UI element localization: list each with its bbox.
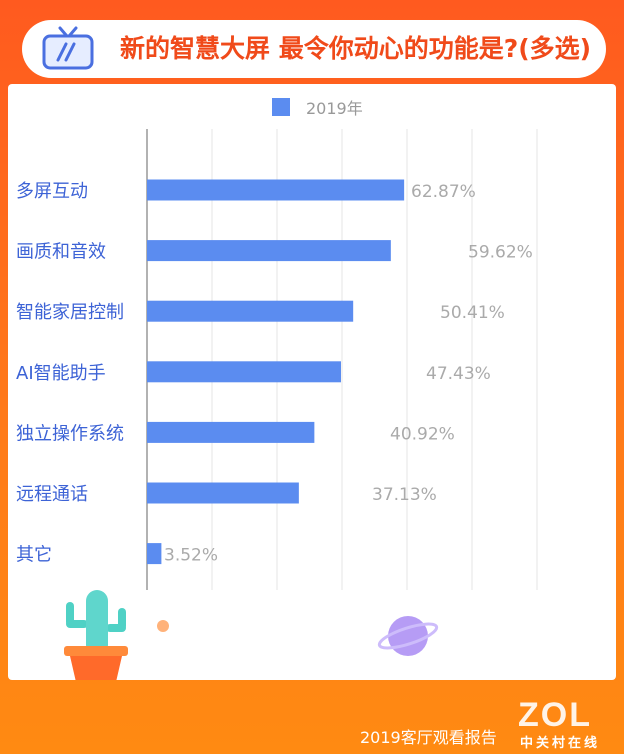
category-label: 画质和音效 [16, 242, 106, 263]
value-label: 62.87% [411, 182, 476, 202]
chart-title: 新的智慧大屏 最令你动心的功能是?(多选) [120, 34, 592, 63]
category-label: 远程通话 [16, 484, 88, 505]
category-label: 多屏互动 [16, 181, 88, 202]
zol-logo-subtitle: 中关村在线 [520, 736, 601, 751]
planet-illustration [377, 616, 439, 656]
cactus-illustration [64, 590, 128, 680]
dot-decoration [157, 620, 169, 632]
category-label: 智能家居控制 [16, 302, 124, 323]
category-label: 独立操作系统 [16, 423, 124, 444]
bar [147, 543, 162, 565]
bar [147, 179, 405, 201]
value-label: 47.43% [426, 364, 491, 384]
zol-logo: ZOL [518, 696, 592, 734]
bar [147, 300, 354, 322]
bar [147, 421, 315, 443]
report-name: 2019客厅观看报告 [360, 728, 497, 747]
zol-logo-text: ZOL [518, 696, 592, 734]
bar [147, 482, 299, 504]
bar [147, 240, 391, 262]
value-label: 50.41% [440, 303, 505, 323]
legend-label: 2019年 [306, 99, 363, 118]
bar-chart: 多屏互动 62.87% 画质和音效 59.62% 智能家居控制 50.41% AI智能助手 4… [16, 98, 538, 680]
title-banner: 新的智慧大屏 最令你动心的功能是?(多选) [22, 20, 606, 78]
bar [147, 361, 341, 383]
value-label: 40.92% [390, 424, 455, 444]
chart-card: 多屏互动 62.87% 画质和音效 59.62% 智能家居控制 50.41% AI智能助手 4… [8, 84, 616, 680]
value-label: 37.13% [372, 485, 437, 505]
legend-swatch [272, 98, 290, 116]
category-label: AI智能助手 [16, 363, 106, 384]
value-label: 3.52% [164, 546, 218, 566]
tv-icon [42, 26, 94, 70]
value-label: 59.62% [468, 243, 533, 263]
category-label: 其它 [16, 545, 52, 566]
